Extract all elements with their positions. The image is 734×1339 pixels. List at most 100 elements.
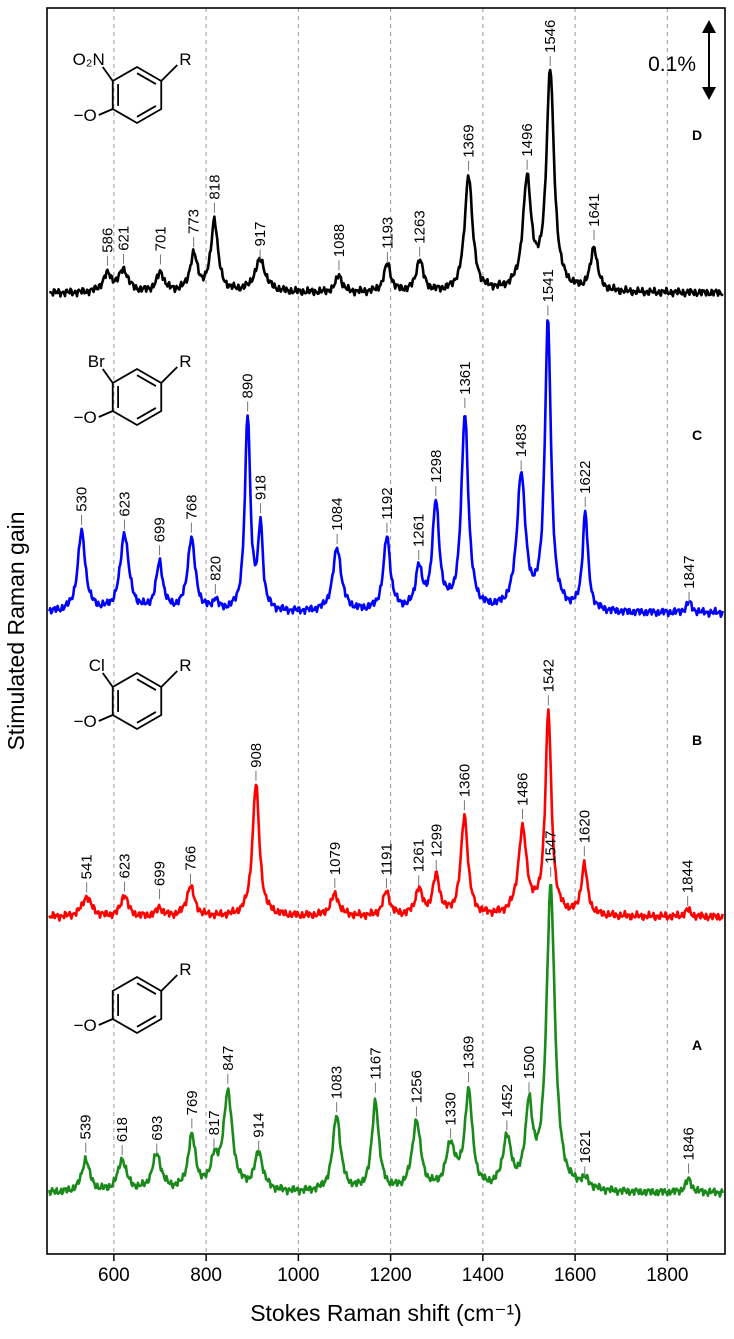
- peak-label: 701: [153, 226, 170, 251]
- spectrum-C: [48, 319, 724, 618]
- peak-label: 908: [248, 743, 265, 768]
- peak-label: 1263: [412, 210, 429, 243]
- peak-label: 1546: [542, 20, 559, 53]
- peak-label: 693: [149, 1116, 166, 1141]
- oxygen-label: −O: [74, 106, 97, 125]
- scale-bar-label: 0.1%: [648, 53, 696, 76]
- substituent-label: Cl: [89, 656, 105, 675]
- spectrum-A: [48, 883, 724, 1198]
- r-bond: [160, 974, 178, 992]
- peak-label: 1486: [515, 773, 532, 806]
- r-bond: [160, 670, 178, 688]
- double-bond: [136, 374, 157, 387]
- peak-label: 1844: [680, 860, 697, 893]
- scale-bar-arrow-down: [702, 87, 716, 100]
- peak-label: 530: [74, 487, 91, 512]
- peak-label: 914: [251, 1113, 268, 1138]
- peak-label: 1620: [576, 810, 593, 843]
- scale-bar: 0.1%: [648, 20, 716, 100]
- o-bond: [98, 1018, 114, 1026]
- peak-label: 1622: [577, 461, 594, 494]
- oxygen-label: −O: [74, 408, 97, 427]
- o-bond: [98, 714, 114, 722]
- peak-label: 1641: [586, 194, 603, 227]
- peak-label: 1483: [513, 424, 530, 457]
- peak-label: 890: [240, 373, 257, 398]
- peak-label: 1360: [456, 764, 473, 797]
- o-bond: [98, 108, 114, 116]
- peak-label: 1191: [379, 843, 396, 875]
- peak-label: 820: [207, 556, 224, 581]
- benzene-ring: [111, 65, 163, 125]
- peak-label: 1299: [428, 824, 445, 857]
- peak-label: 1261: [411, 839, 428, 872]
- peak-label: 586: [99, 228, 116, 253]
- double-bond: [136, 982, 157, 995]
- panel-label-D: D: [692, 127, 702, 143]
- benzene-ring: [111, 671, 163, 731]
- plot-frame: [46, 7, 726, 1255]
- oxygen-label: −O: [74, 712, 97, 731]
- peak-label: 1847: [681, 556, 698, 589]
- x-tick-label: 800: [190, 1265, 222, 1286]
- oxygen-label: −O: [74, 1016, 97, 1035]
- structure-B: R −O Cl: [74, 656, 192, 731]
- double-bond: [136, 711, 157, 724]
- double-bond: [136, 1015, 157, 1028]
- peak-label: 1369: [461, 1036, 478, 1069]
- peak-label: 1088: [331, 224, 348, 257]
- molecule-structures: R −O O₂N R −O Br R −O Cl R −O: [73, 50, 192, 1035]
- peak-label: 1079: [327, 842, 344, 875]
- spectra: [48, 68, 724, 1198]
- peak-label: 1621: [577, 1130, 594, 1163]
- peak-label: 623: [117, 853, 134, 878]
- r-bond: [160, 366, 178, 384]
- peak-label: 818: [206, 175, 223, 200]
- x-tick-label: 1000: [277, 1265, 319, 1286]
- r-group-label: R: [179, 960, 191, 979]
- peak-label: 1500: [521, 1046, 538, 1079]
- peak-label: 618: [114, 1117, 131, 1142]
- peak-label: 1541: [540, 269, 557, 302]
- peak-label: 1193: [379, 217, 396, 249]
- benzene-ring: [111, 975, 163, 1035]
- peak-label: 699: [152, 861, 169, 886]
- double-bond: [136, 72, 157, 85]
- peak-label: 1083: [329, 1066, 346, 1099]
- x-tick-label: 1600: [554, 1265, 596, 1286]
- x-tick-label: 1800: [646, 1265, 688, 1286]
- peak-label: 769: [184, 1090, 201, 1115]
- double-bond: [136, 105, 157, 118]
- peak-label: 1330: [443, 1092, 460, 1125]
- x-tick-label: 600: [98, 1265, 130, 1286]
- gridlines: [113, 8, 668, 1254]
- substituent-bond: [102, 368, 114, 384]
- peak-label: 918: [253, 475, 270, 500]
- substituent-label: O₂N: [73, 50, 105, 69]
- x-tick-label: 1200: [369, 1265, 411, 1286]
- peak-label: 699: [152, 517, 169, 542]
- peak-label: 623: [117, 492, 134, 517]
- substituent-bond: [102, 66, 114, 82]
- peak-label: 817: [206, 1110, 223, 1135]
- structure-A: R −O: [74, 960, 192, 1035]
- peak-label: 621: [116, 226, 133, 251]
- peak-label: 1192: [379, 487, 396, 519]
- peak-label: 1298: [428, 450, 445, 483]
- panel-label-A: A: [692, 1037, 702, 1053]
- panel-label-C: C: [692, 427, 702, 443]
- peak-label: 541: [79, 854, 96, 879]
- structure-D: R −O O₂N: [73, 50, 192, 125]
- r-group-label: R: [179, 352, 191, 371]
- structure-C: R −O Br: [74, 352, 192, 427]
- r-group-label: R: [179, 50, 191, 69]
- peak-label: 1452: [499, 1084, 516, 1117]
- substituent-label: Br: [88, 352, 105, 371]
- peak-label: 1496: [519, 123, 536, 156]
- peak-label: 539: [78, 1114, 95, 1139]
- benzene-ring: [111, 367, 163, 427]
- peak-label: 917: [252, 221, 269, 246]
- peak-label: 1256: [408, 1070, 425, 1103]
